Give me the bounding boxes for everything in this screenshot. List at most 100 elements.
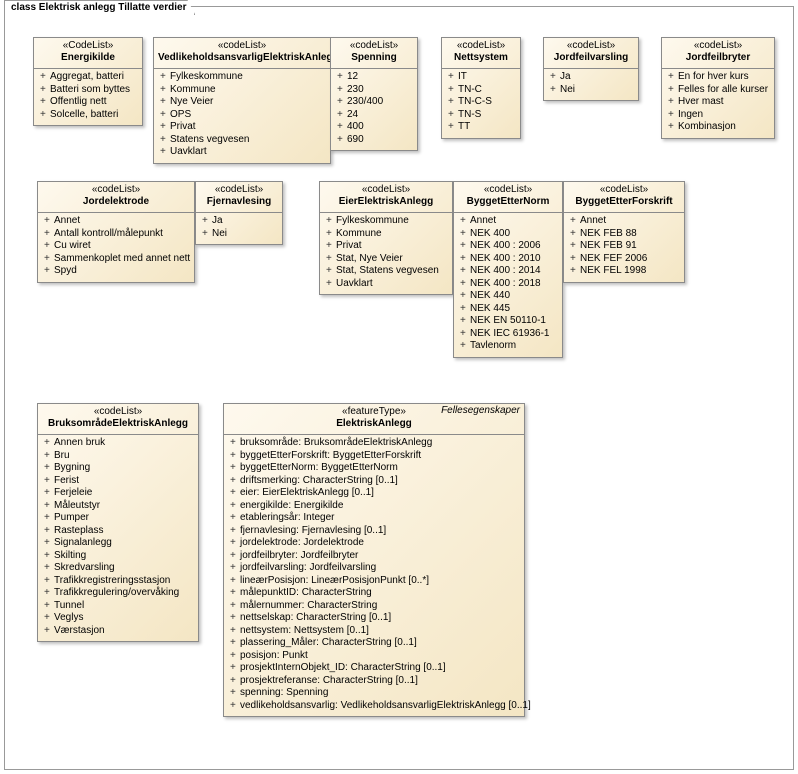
attribute-text: Nye Veier: [170, 96, 213, 109]
class-name: Jordfeilvarsling: [548, 52, 634, 64]
attribute-row: +Pumper: [44, 512, 194, 525]
class-header: «codeList»Nettsystem: [442, 38, 520, 69]
attribute-text: Tavlenorm: [470, 340, 516, 353]
attribute-text: Pumper: [54, 512, 89, 525]
stereotype: «codeList»: [666, 40, 770, 52]
stereotype: «codeList»: [42, 184, 190, 196]
class-name: Energikilde: [38, 52, 138, 64]
visibility-icon: +: [202, 215, 212, 228]
attribute-row: +Ja: [202, 215, 278, 228]
uml-class-nettsystem: «codeList»Nettsystem+IT+TN-C+TN-C-S+TN-S…: [441, 37, 521, 139]
class-header: «codeList»EierElektriskAnlegg: [320, 182, 452, 213]
attribute-row: +En for hver kurs: [668, 71, 770, 84]
class-body: +bruksområde: BruksområdeElektriskAnlegg…: [224, 435, 524, 716]
attribute-row: +TT: [448, 121, 516, 134]
attribute-row: +NEK FEB 91: [570, 240, 680, 253]
visibility-icon: +: [326, 240, 336, 253]
attribute-text: Måleutstyr: [54, 500, 100, 513]
visibility-icon: +: [460, 290, 470, 303]
class-header: «codeList»ByggetEtterNorm: [454, 182, 562, 213]
visibility-icon: +: [326, 228, 336, 241]
visibility-icon: +: [230, 575, 240, 588]
attribute-text: bruksområde: BruksområdeElektriskAnlegg: [240, 437, 432, 450]
attribute-row: +Skilting: [44, 550, 194, 563]
stereotype: «codeList»: [568, 184, 680, 196]
visibility-icon: +: [160, 134, 170, 147]
attribute-text: Ja: [560, 71, 571, 84]
class-body: +Ja+Nei: [196, 213, 282, 244]
class-body: +Ja+Nei: [544, 69, 638, 100]
attribute-row: +målernummer: CharacterString: [230, 600, 520, 613]
attribute-row: +Aggregat, batteri: [40, 71, 138, 84]
uml-class-vedlikeholdsansvarlig: «codeList»VedlikeholdsansvarligElektrisk…: [153, 37, 331, 164]
attribute-text: 24: [347, 109, 358, 122]
visibility-icon: +: [460, 328, 470, 341]
visibility-icon: +: [460, 228, 470, 241]
stereotype: «codeList»: [548, 40, 634, 52]
visibility-icon: +: [668, 121, 678, 134]
uml-class-jordfeilbryter: «codeList»Jordfeilbryter+En for hver kur…: [661, 37, 775, 139]
attribute-text: Nei: [212, 228, 227, 241]
attribute-text: Rasteplass: [54, 525, 103, 538]
attribute-row: +posisjon: Punkt: [230, 650, 520, 663]
attribute-text: Annet: [54, 215, 80, 228]
uml-class-byggetetterForskrift: «codeList»ByggetEtterForskrift+Annet+NEK…: [563, 181, 685, 283]
visibility-icon: +: [230, 700, 240, 713]
class-body: +Aggregat, batteri+Batteri som byttes+Of…: [34, 69, 142, 125]
attribute-text: NEK 400 : 2018: [470, 278, 541, 291]
class-body: +Annet+NEK 400+NEK 400 : 2006+NEK 400 : …: [454, 213, 562, 357]
attribute-row: +Kommune: [160, 84, 326, 97]
attribute-text: Annet: [470, 215, 496, 228]
visibility-icon: +: [44, 253, 54, 266]
visibility-icon: +: [40, 71, 50, 84]
visibility-icon: +: [44, 575, 54, 588]
visibility-icon: +: [230, 475, 240, 488]
visibility-icon: +: [230, 600, 240, 613]
visibility-icon: +: [40, 96, 50, 109]
attribute-row: +Cu wiret: [44, 240, 190, 253]
attribute-text: jordfeilbryter: Jordfeilbryter: [240, 550, 358, 563]
attribute-text: Batteri som byttes: [50, 84, 130, 97]
visibility-icon: +: [44, 587, 54, 600]
attribute-text: NEK FEB 88: [580, 228, 637, 241]
attribute-text: 12: [347, 71, 358, 84]
visibility-icon: +: [230, 562, 240, 575]
attribute-text: Trafikkregulering/overvåking: [54, 587, 179, 600]
visibility-icon: +: [202, 228, 212, 241]
attribute-text: NEK FEB 91: [580, 240, 637, 253]
attribute-text: NEK 400 : 2006: [470, 240, 541, 253]
attribute-row: +Skredvarsling: [44, 562, 194, 575]
attribute-row: +Ja: [550, 71, 634, 84]
attribute-row: +byggetEtterNorm: ByggetEtterNorm: [230, 462, 520, 475]
visibility-icon: +: [40, 84, 50, 97]
class-body: +Fylkeskommune+Kommune+Nye Veier+OPS+Pri…: [154, 69, 330, 163]
attribute-row: +etableringsår: Integer: [230, 512, 520, 525]
visibility-icon: +: [230, 450, 240, 463]
visibility-icon: +: [230, 487, 240, 500]
attribute-text: Uavklart: [336, 278, 373, 291]
attribute-row: +plassering_Måler: CharacterString [0..1…: [230, 637, 520, 650]
attribute-row: +Spyd: [44, 265, 190, 278]
stereotype: «codeList»: [458, 184, 558, 196]
attribute-text: Annen bruk: [54, 437, 105, 450]
attribute-row: +lineærPosisjon: LineærPosisjonPunkt [0.…: [230, 575, 520, 588]
visibility-icon: +: [570, 253, 580, 266]
visibility-icon: +: [160, 96, 170, 109]
attribute-text: Kombinasjon: [678, 121, 736, 134]
stereotype: «codeList»: [446, 40, 516, 52]
attribute-row: +Privat: [160, 121, 326, 134]
attribute-text: prosjektInternObjekt_ID: CharacterString…: [240, 662, 446, 675]
stereotype: «codeList»: [335, 40, 413, 52]
attribute-text: jordfeilvarsling: Jordfeilvarsling: [240, 562, 376, 575]
class-header: «codeList»Spenning: [331, 38, 417, 69]
stereotype: «codeList»: [42, 406, 194, 418]
visibility-icon: +: [44, 437, 54, 450]
class-header: «codeList»ByggetEtterForskrift: [564, 182, 684, 213]
visibility-icon: +: [160, 109, 170, 122]
attribute-text: Ja: [212, 215, 223, 228]
visibility-icon: +: [44, 537, 54, 550]
attribute-text: vedlikeholdsansvarlig: Vedlikeholdsansva…: [240, 700, 531, 713]
visibility-icon: +: [230, 587, 240, 600]
visibility-icon: +: [550, 84, 560, 97]
visibility-icon: +: [337, 121, 347, 134]
